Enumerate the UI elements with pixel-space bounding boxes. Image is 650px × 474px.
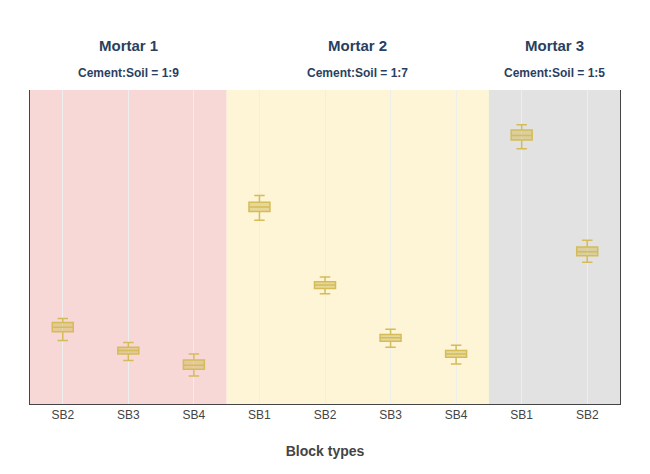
svg-text:SB1: SB1 <box>510 408 533 422</box>
svg-text:SB2: SB2 <box>576 408 599 422</box>
svg-text:Cement:Soil = 1:9: Cement:Soil = 1:9 <box>78 66 179 80</box>
svg-text:SB3: SB3 <box>117 408 140 422</box>
svg-text:Mortar 1: Mortar 1 <box>99 37 158 54</box>
svg-text:SB1: SB1 <box>248 408 271 422</box>
svg-text:Mortar 2: Mortar 2 <box>328 37 387 54</box>
svg-text:Mortar 3: Mortar 3 <box>525 37 584 54</box>
svg-text:Block types: Block types <box>286 443 365 459</box>
svg-text:SB4: SB4 <box>445 408 468 422</box>
svg-text:SB2: SB2 <box>51 408 74 422</box>
svg-text:SB3: SB3 <box>379 408 402 422</box>
svg-text:SB4: SB4 <box>183 408 206 422</box>
svg-text:SB2: SB2 <box>314 408 337 422</box>
svg-text:Cement:Soil = 1:7: Cement:Soil = 1:7 <box>307 66 408 80</box>
svg-text:Cement:Soil = 1:5: Cement:Soil = 1:5 <box>504 66 605 80</box>
